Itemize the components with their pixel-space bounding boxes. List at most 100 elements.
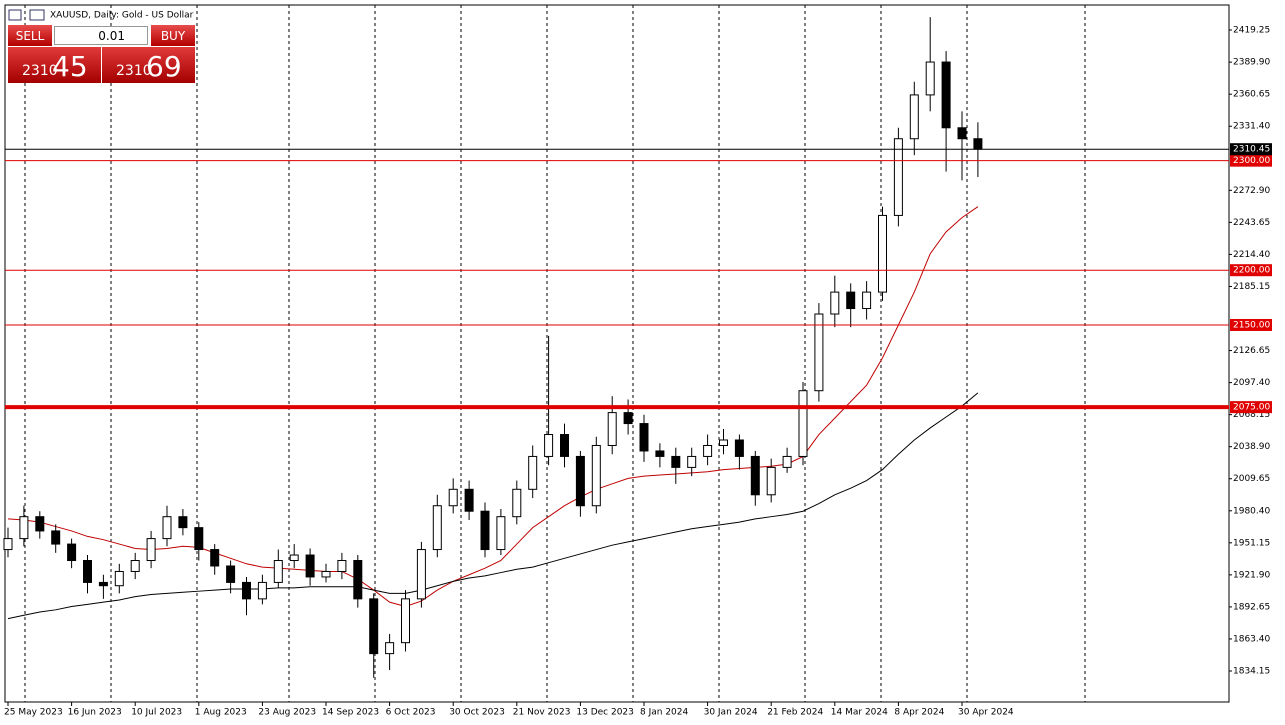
- x-tick-label: 30 Apr 2024: [958, 708, 1014, 718]
- y-tick-label: 2389.90: [1233, 58, 1270, 68]
- candle-body: [575, 455, 585, 507]
- y-tick-label: 2068.15: [1233, 410, 1270, 420]
- y-tick-label: 1951.15: [1233, 538, 1270, 548]
- candle-body: [83, 560, 92, 583]
- level-label: 2150.00: [1233, 320, 1270, 330]
- candle-body: [305, 554, 315, 578]
- candle-body: [893, 138, 903, 216]
- moving-average: [7, 206, 979, 608]
- candle-body: [480, 510, 490, 551]
- candle-body: [512, 488, 522, 518]
- x-tick-label: 14 Sep 2023: [322, 708, 379, 718]
- x-tick-label: 16 Jun 2023: [68, 708, 122, 718]
- candle-body: [19, 516, 29, 540]
- candle-body: [257, 581, 267, 600]
- volume-input[interactable]: 0.01: [54, 26, 148, 45]
- candle-body: [3, 538, 13, 551]
- candle-body: [51, 530, 61, 545]
- level-label: 2300.00: [1233, 156, 1270, 166]
- candle-body: [941, 61, 951, 129]
- candle-body: [337, 560, 347, 572]
- candle-body: [114, 570, 124, 587]
- x-tick-label: 21 Feb 2024: [767, 708, 823, 718]
- candle-body: [909, 94, 919, 140]
- y-tick-label: 2243.65: [1233, 218, 1270, 228]
- candle-body: [98, 581, 108, 587]
- x-tick-label: 30 Jan 2024: [704, 708, 758, 718]
- y-tick-label: 2009.65: [1233, 474, 1270, 484]
- level-label-box: [1230, 318, 1272, 331]
- candle-body: [401, 598, 410, 644]
- bid-price[interactable]: 2310 45: [8, 47, 101, 83]
- y-tick-label: 2331.40: [1233, 122, 1270, 132]
- level-label: 2075.00: [1233, 403, 1270, 413]
- candle-body: [528, 455, 538, 490]
- y-tick-label: 1834.15: [1233, 666, 1270, 676]
- level-label: 2200.00: [1233, 266, 1270, 276]
- candle-body: [862, 291, 872, 310]
- candle-body: [782, 455, 792, 468]
- last-price-label: 2310.45: [1233, 145, 1270, 155]
- buy-button[interactable]: BUY: [151, 25, 195, 46]
- icon: [8, 9, 22, 21]
- candle-body: [798, 390, 808, 457]
- y-tick-label: 1863.40: [1233, 634, 1270, 644]
- y-tick-label: 2214.40: [1233, 250, 1270, 260]
- level-label-box: [1230, 264, 1272, 277]
- y-tick-label: 2419.25: [1233, 26, 1270, 36]
- candle-body: [703, 444, 713, 457]
- x-tick-label: 13 Dec 2023: [576, 708, 634, 718]
- candle-body: [496, 516, 506, 551]
- candle-body: [878, 214, 887, 293]
- candle-body: [448, 488, 458, 507]
- ask-price[interactable]: 2310 69: [102, 47, 195, 83]
- sell-button[interactable]: SELL: [8, 25, 52, 46]
- ask-main: 2310: [116, 63, 152, 79]
- candle-body: [35, 516, 45, 532]
- x-tick-label: 23 Aug 2023: [258, 708, 316, 718]
- candle-body: [162, 516, 172, 540]
- x-tick-label: 8 Apr 2024: [894, 708, 944, 718]
- candle-body: [369, 598, 379, 655]
- bid-pips: 45: [52, 50, 88, 83]
- trade-panel: SELL 0.01 BUY 2310 45 2310 69: [8, 25, 195, 83]
- candle-body: [130, 560, 140, 572]
- candle-body: [432, 505, 442, 551]
- candle-body: [67, 543, 77, 562]
- candle-body: [671, 455, 681, 468]
- candle-body: [607, 412, 617, 446]
- candle-body: [814, 313, 824, 392]
- candle-body: [925, 61, 935, 96]
- ask-pips: 69: [146, 50, 182, 83]
- candle-body: [846, 291, 856, 310]
- candle-body: [385, 642, 395, 655]
- y-tick-label: 2126.65: [1233, 346, 1270, 356]
- x-tick-label: 21 Nov 2023: [513, 708, 571, 718]
- x-tick-label: 8 Jan 2024: [640, 708, 688, 718]
- candle-body: [830, 291, 840, 315]
- candle-body: [560, 434, 569, 457]
- candle-body: [289, 554, 299, 562]
- candle-body: [591, 444, 601, 507]
- candle-body: [544, 434, 554, 457]
- y-tick-label: 1921.90: [1233, 570, 1270, 580]
- candle-body: [719, 439, 728, 446]
- candle-body: [226, 565, 236, 583]
- y-tick-label: 2360.65: [1233, 90, 1270, 100]
- candle-body: [973, 138, 983, 150]
- candle-body: [639, 423, 649, 452]
- y-tick-label: 2185.15: [1233, 282, 1270, 292]
- last-price-box: [1230, 143, 1272, 156]
- candle-body: [416, 549, 426, 600]
- moving-average: [7, 392, 979, 620]
- bid-main: 2310: [22, 63, 58, 79]
- icon: [29, 9, 45, 21]
- level-label-box: [1230, 401, 1272, 414]
- y-tick-label: 1892.65: [1233, 602, 1270, 612]
- x-tick-label: 6 Oct 2023: [386, 708, 436, 718]
- candle-body: [321, 570, 331, 578]
- y-tick-label: 2272.90: [1233, 186, 1270, 196]
- chart-title: XAUUSD, Daily: Gold - US Dollar: [50, 11, 194, 21]
- candle-body: [146, 538, 156, 562]
